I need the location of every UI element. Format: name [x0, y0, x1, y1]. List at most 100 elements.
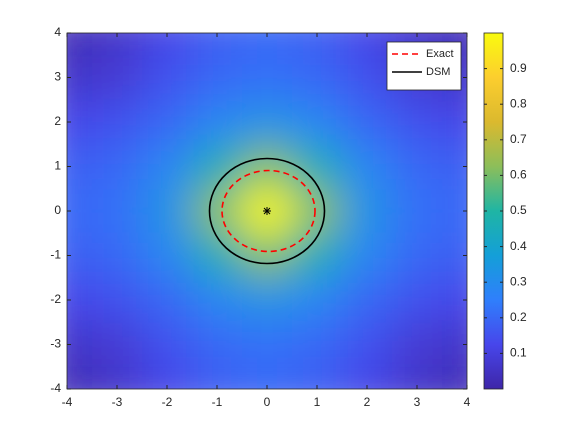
heatmap-cell [292, 188, 343, 234]
legend-label: DSM [426, 66, 450, 78]
heatmap-cell [442, 366, 467, 389]
y-tick-label: 4 [54, 25, 61, 39]
heatmap-cell [342, 366, 393, 389]
heatmap-cell [342, 233, 393, 279]
heatmap-cell [192, 33, 243, 56]
colorbar-tick-label: 0.8 [510, 96, 527, 110]
heatmap-cell [142, 55, 193, 101]
heatmap-cell [67, 366, 93, 389]
heatmap-cell [142, 322, 193, 368]
heatmap-cells [67, 33, 467, 389]
heatmap-cell [242, 366, 293, 389]
heatmap-cell [192, 55, 243, 101]
heatmap-cell [192, 144, 243, 190]
heatmap-cell [192, 188, 243, 234]
x-tick-label: -1 [212, 395, 223, 409]
heatmap-cell [392, 144, 443, 190]
heatmap-cell [292, 33, 343, 56]
x-tick-label: -2 [162, 395, 173, 409]
heatmap-cell [292, 55, 343, 101]
heatmap-cell [92, 277, 143, 323]
legend-label: Exact [426, 48, 454, 60]
heatmap-cell [392, 366, 443, 389]
heatmap-cell [142, 144, 193, 190]
heatmap-cell [442, 144, 467, 190]
x-tick-label: 2 [364, 395, 371, 409]
heatmap-cell [342, 322, 393, 368]
colorbar-tick-label: 0.9 [510, 61, 527, 75]
heatmap-cell [342, 33, 393, 56]
colorbar-tick-label: 0.3 [510, 274, 527, 288]
heatmap-cell [242, 55, 293, 101]
heatmap-cell [292, 144, 343, 190]
heatmap-cell [92, 188, 143, 234]
heatmap-cell [92, 55, 143, 101]
x-tick-label: -4 [62, 395, 73, 409]
heatmap-cell [92, 99, 143, 145]
heatmap-cell [192, 322, 243, 368]
heatmap-cell [242, 99, 293, 145]
heatmap-cell [142, 277, 193, 323]
x-tick-label: 1 [314, 395, 321, 409]
y-tick-label: -2 [50, 292, 61, 306]
x-tick-label: -3 [112, 395, 123, 409]
x-tick-label: 4 [464, 395, 471, 409]
y-tick-label: -4 [50, 381, 61, 395]
heatmap-cell [342, 277, 393, 323]
heatmap-cell [67, 188, 93, 234]
heatmap-cell [392, 277, 443, 323]
marker [263, 207, 271, 215]
heatmap-cell [67, 33, 93, 56]
heatmap-cell [67, 277, 93, 323]
x-tick-label: 3 [414, 395, 421, 409]
heatmap-cell [67, 99, 93, 145]
curve [221, 169, 316, 253]
heatmap-cell [292, 99, 343, 145]
y-tick-label: 1 [54, 159, 61, 173]
colorbar-tick-label: 0.1 [510, 346, 527, 360]
heatmap-cell [442, 322, 467, 368]
heatmap-cell [342, 99, 393, 145]
heatmap-cell [342, 55, 393, 101]
overlay [208, 157, 326, 265]
colorbar-tick-label: 0.2 [510, 310, 527, 324]
heatmap-cell [92, 366, 143, 389]
heatmap-cell [142, 33, 193, 56]
colorbar-tick-label: 0.6 [510, 168, 527, 182]
y-tick-label: -1 [50, 248, 61, 262]
heatmap-cell [192, 366, 243, 389]
heatmap-cell [392, 322, 443, 368]
heatmap-cell [92, 233, 143, 279]
y-tick-label: -3 [50, 337, 61, 351]
heatmap-cell [92, 33, 143, 56]
heatmap-cell [392, 188, 443, 234]
curve [208, 157, 326, 265]
heatmap-cell [192, 99, 243, 145]
heatmap-cell [442, 277, 467, 323]
heatmap-cell [142, 188, 193, 234]
heatmap-cell [67, 233, 93, 279]
y-tick-label: 3 [54, 70, 61, 84]
y-tick-label: 0 [54, 203, 61, 217]
heatmap-cell [142, 99, 193, 145]
axes: -4 -3 -2 -1 0 1 2 3 4 -4 -3 -2 -1 0 1 2 3 4 0.1 0.2 0.3 0.4 0.… [50, 25, 527, 409]
heatmap-cell [192, 233, 243, 279]
heatmap-cell [442, 188, 467, 234]
colorbar-tick-label: 0.7 [510, 132, 527, 146]
heatmap-cell [67, 322, 93, 368]
heatmap-cell [192, 277, 243, 323]
heatmap-cell [92, 144, 143, 190]
heatmap-cell [142, 366, 193, 389]
colorbar-tick-label: 0.5 [510, 203, 527, 217]
heatmap-cell [292, 277, 343, 323]
x-tick-label: 0 [264, 395, 271, 409]
heatmap-cell [292, 233, 343, 279]
heatmap-cell [242, 233, 293, 279]
heatmap-cell [242, 33, 293, 56]
heatmap-cell [142, 233, 193, 279]
heatmap-cell [67, 55, 93, 101]
y-tick-label: 2 [54, 114, 61, 128]
heatmap-cell [392, 99, 443, 145]
heatmap-cell [442, 99, 467, 145]
